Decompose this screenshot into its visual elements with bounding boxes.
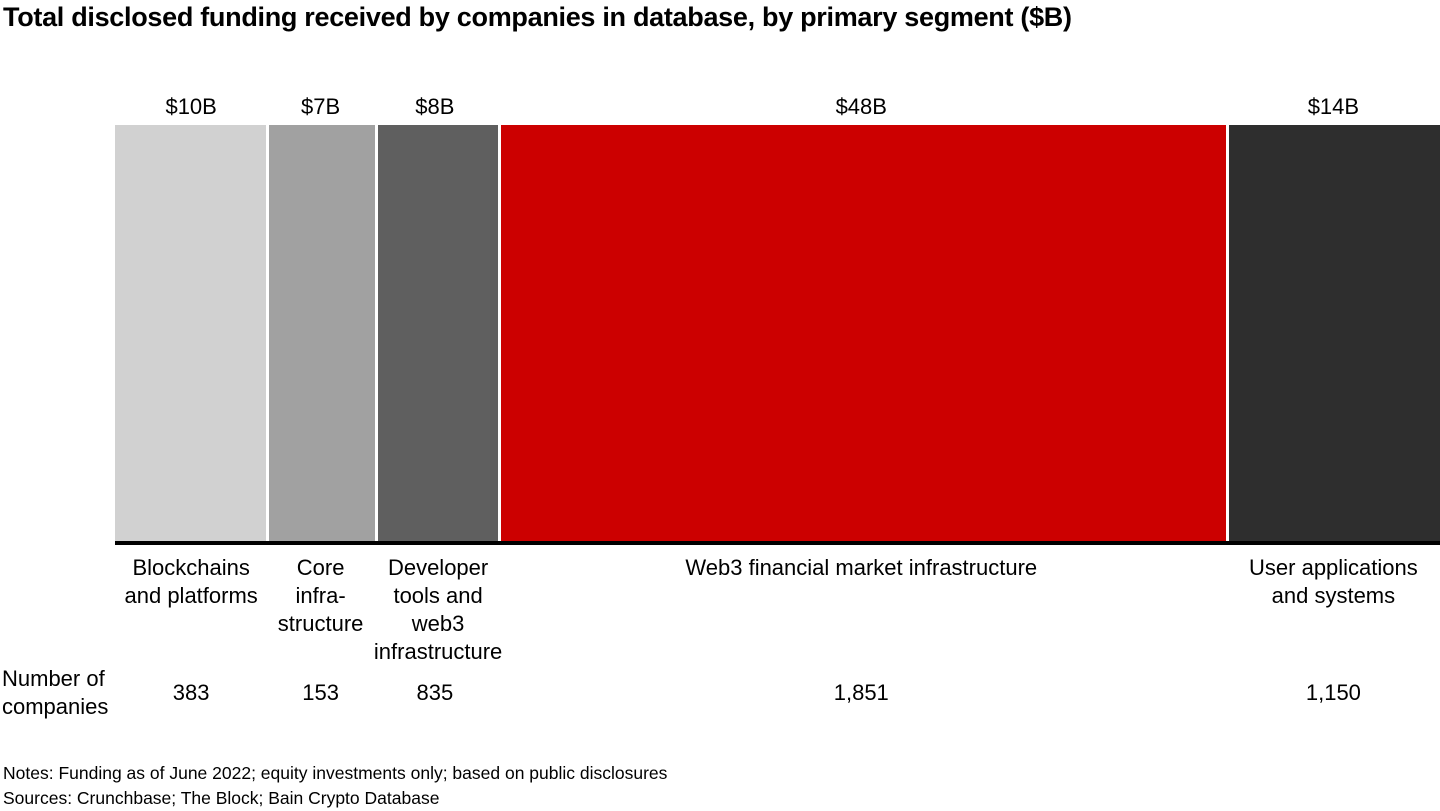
companies-row-label: Number of companies — [2, 666, 109, 719]
chart-title: Total disclosed funding received by comp… — [3, 2, 1072, 32]
segment-labels-row: Blockchains and platforms Core infra- st… — [115, 554, 1440, 666]
bar-segment-user-applications-and-systems — [1228, 125, 1440, 541]
companies-count: 1,150 — [1305, 680, 1361, 705]
companies-count: 153 — [302, 680, 339, 705]
segment-label-cell: Developer tools and web3 infrastructure — [374, 554, 502, 666]
companies-count-cell: 835 — [374, 680, 496, 706]
bar-segment-web3-financial-market-infrastructure — [501, 125, 1229, 541]
sources-line: Sources: Crunchbase; The Block; Bain Cry… — [3, 788, 440, 808]
segment-label-cell: Blockchains and platforms — [115, 554, 267, 666]
segment-label: Web3 financial market infrastructure — [685, 555, 1038, 580]
bar-segment-developer-tools-web3-infrastructure — [377, 125, 502, 541]
companies-count-cell: 1,851 — [496, 680, 1227, 706]
companies-count-cell: 383 — [115, 680, 267, 706]
companies-count: 1,851 — [833, 680, 889, 705]
funding-labels-row: $10B $7B $8B $48B $14B — [115, 94, 1440, 120]
funding-value-label: $10B — [165, 94, 217, 119]
segment-label: Developer tools and web3 infrastructure — [373, 555, 503, 664]
funding-value-label: $7B — [301, 94, 341, 119]
companies-values-row: 383 153 835 1,851 1,150 — [115, 665, 1440, 721]
funding-value-label: $14B — [1307, 94, 1360, 119]
funding-label-cell: $14B — [1227, 94, 1440, 120]
bar-segment-blockchains-and-platforms — [115, 125, 269, 541]
segment-label-cell: Web3 financial market infrastructure — [496, 554, 1227, 666]
segment-label-cell: User applications and systems — [1227, 554, 1440, 666]
funding-label-cell: $48B — [496, 94, 1227, 120]
companies-count-cell: 1,150 — [1227, 680, 1440, 706]
companies-count: 835 — [416, 680, 454, 705]
segment-label: User applications and systems — [1249, 555, 1418, 608]
companies-count-cell: 153 — [267, 680, 374, 706]
segment-label-cell: Core infra- structure — [267, 554, 374, 666]
funding-label-cell: $7B — [267, 94, 374, 120]
notes-line: Notes: Funding as of June 2022; equity i… — [3, 763, 668, 783]
funding-label-cell: $8B — [374, 94, 496, 120]
funding-value-label: $48B — [835, 94, 887, 119]
mekko-chart: $10B $7B $8B $48B $14B Blockchains and p… — [115, 0, 1440, 810]
segment-label: Core infra- structure — [277, 555, 364, 636]
companies-count: 383 — [172, 680, 210, 705]
segment-label: Blockchains and platforms — [124, 555, 258, 608]
bar-segment-core-infrastructure — [268, 125, 378, 541]
funding-value-label: $8B — [415, 94, 455, 119]
bars-row — [115, 125, 1440, 541]
x-axis-line — [115, 541, 1440, 545]
funding-label-cell: $10B — [115, 94, 267, 120]
footer: Notes: Funding as of June 2022; equity i… — [3, 761, 667, 811]
